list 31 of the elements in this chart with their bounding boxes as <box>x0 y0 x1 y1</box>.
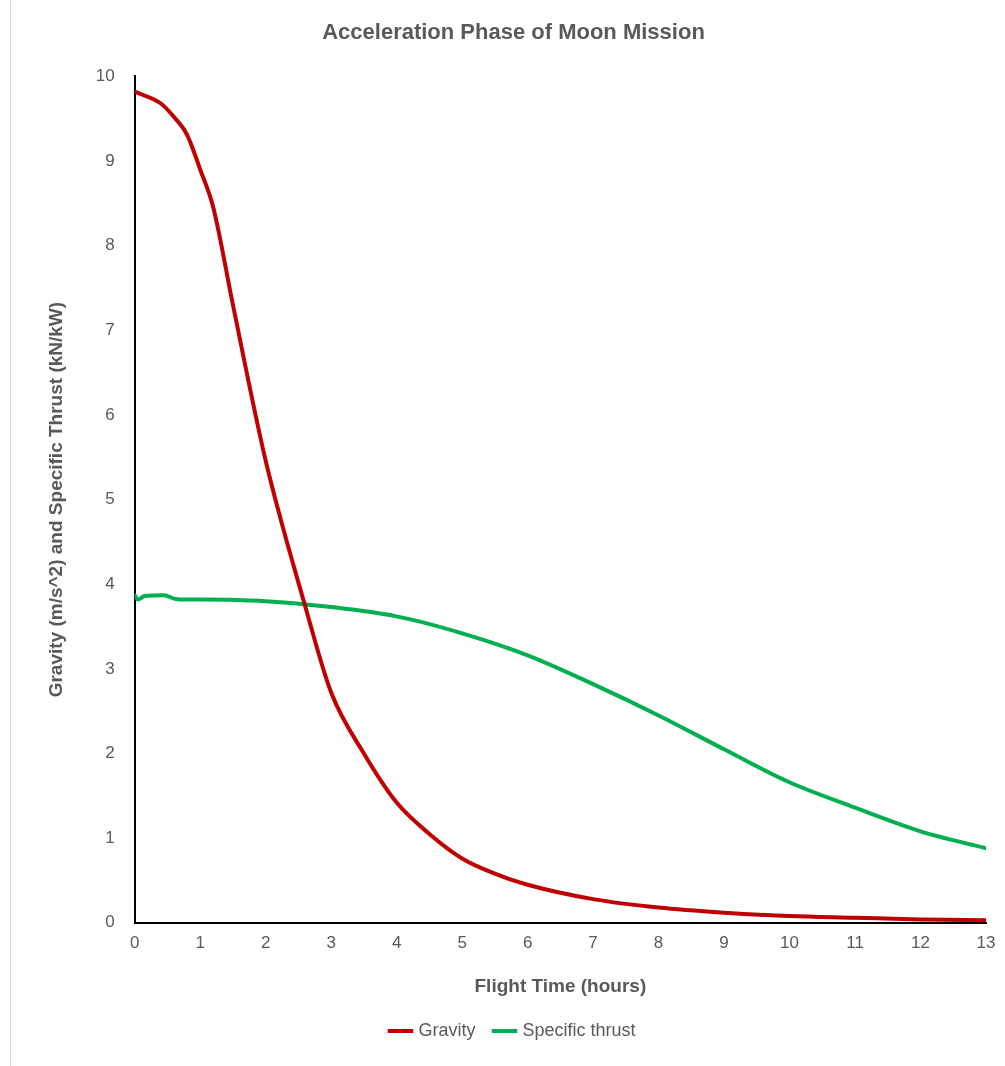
line-series <box>134 593 986 851</box>
y-axis-title: Gravity (m/s^2) and Specific Thrust (kN/kW) <box>44 301 66 698</box>
x-tick-label: 1 <box>195 932 205 952</box>
y-tick-label: 5 <box>105 489 115 509</box>
x-tick-label: 5 <box>457 932 467 952</box>
y-tick-label: 9 <box>105 150 115 170</box>
x-tick-label: 13 <box>976 932 996 952</box>
x-tick-label: 9 <box>719 932 729 952</box>
y-tick-label: 1 <box>105 827 115 847</box>
x-tick-label: 4 <box>391 932 402 952</box>
y-tick-label: 4 <box>105 573 115 593</box>
x-axis-title: Flight Time (hours) <box>474 974 647 996</box>
x-tick-label: 10 <box>780 932 800 952</box>
y-tick-label: 0 <box>105 912 115 932</box>
x-tick-label: 11 <box>846 932 864 952</box>
y-tick-label: 7 <box>105 320 115 340</box>
y-tick-label: 10 <box>95 66 115 86</box>
x-tick-label: 8 <box>653 932 664 952</box>
x-tick-label: 7 <box>588 932 598 952</box>
y-tick-label: 3 <box>105 658 115 678</box>
y-tick-label: 2 <box>105 743 115 763</box>
x-tick-label: 6 <box>522 932 533 952</box>
x-tick-label: 12 <box>911 932 930 952</box>
x-tick-label: 0 <box>129 932 140 952</box>
x-tick-label: 2 <box>260 932 271 952</box>
legend-label: Specific thrust <box>522 1019 636 1040</box>
y-tick-label: 6 <box>105 404 115 424</box>
legend-label: Gravity <box>418 1019 476 1040</box>
y-tick-label: 8 <box>105 235 115 255</box>
chart-title: Acceleration Phase of Moon Mission <box>322 19 705 45</box>
x-tick-label: 3 <box>326 932 336 952</box>
